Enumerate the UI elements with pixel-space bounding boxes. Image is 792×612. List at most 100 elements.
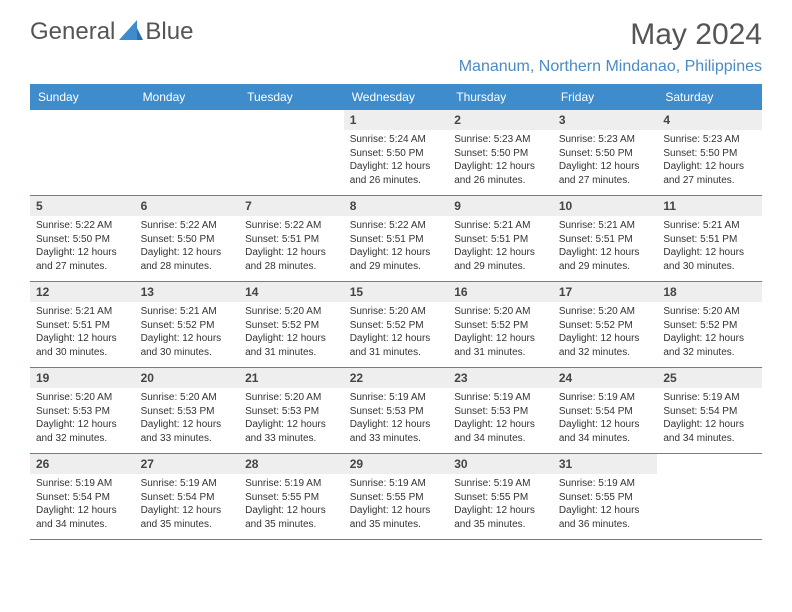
day-detail-line: Sunrise: 5:21 AM	[454, 219, 547, 233]
day-detail-line: Daylight: 12 hours and 27 minutes.	[663, 160, 756, 187]
day-number: 8	[344, 196, 449, 216]
day-detail-line: Sunrise: 5:20 AM	[36, 391, 129, 405]
day-number: 12	[30, 282, 135, 302]
day-detail-line: Sunset: 5:50 PM	[36, 233, 129, 247]
calendar-cell	[657, 454, 762, 540]
day-detail-line: Sunrise: 5:20 AM	[245, 305, 338, 319]
day-header-row: SundayMondayTuesdayWednesdayThursdayFrid…	[30, 85, 762, 110]
day-header: Thursday	[448, 85, 553, 110]
day-detail-line: Sunrise: 5:21 AM	[141, 305, 234, 319]
day-detail-line: Daylight: 12 hours and 35 minutes.	[454, 504, 547, 531]
day-detail-line: Sunset: 5:50 PM	[350, 147, 443, 161]
day-number: 16	[448, 282, 553, 302]
day-detail-line: Daylight: 12 hours and 32 minutes.	[36, 418, 129, 445]
calendar-cell	[135, 110, 240, 196]
day-detail-line: Sunrise: 5:20 AM	[141, 391, 234, 405]
day-detail-line: Sunrise: 5:19 AM	[141, 477, 234, 491]
day-detail-line: Sunrise: 5:19 AM	[454, 477, 547, 491]
day-detail-line: Sunset: 5:51 PM	[36, 319, 129, 333]
day-detail-line: Sunset: 5:51 PM	[245, 233, 338, 247]
calendar-week: 1Sunrise: 5:24 AMSunset: 5:50 PMDaylight…	[30, 110, 762, 196]
day-detail-line: Sunrise: 5:21 AM	[559, 219, 652, 233]
day-details: Sunrise: 5:22 AMSunset: 5:51 PMDaylight:…	[344, 216, 449, 281]
day-detail-line: Daylight: 12 hours and 33 minutes.	[141, 418, 234, 445]
day-header: Monday	[135, 85, 240, 110]
day-detail-line: Sunrise: 5:22 AM	[245, 219, 338, 233]
day-detail-line: Daylight: 12 hours and 29 minutes.	[454, 246, 547, 273]
day-number: 7	[239, 196, 344, 216]
day-details: Sunrise: 5:19 AMSunset: 5:55 PMDaylight:…	[448, 474, 553, 539]
day-detail-line: Daylight: 12 hours and 34 minutes.	[36, 504, 129, 531]
day-detail-line: Sunset: 5:52 PM	[559, 319, 652, 333]
calendar-body: 1Sunrise: 5:24 AMSunset: 5:50 PMDaylight…	[30, 110, 762, 540]
day-detail-line: Sunset: 5:53 PM	[350, 405, 443, 419]
day-details: Sunrise: 5:19 AMSunset: 5:53 PMDaylight:…	[448, 388, 553, 453]
calendar-cell: 2Sunrise: 5:23 AMSunset: 5:50 PMDaylight…	[448, 110, 553, 196]
day-detail-line: Sunrise: 5:19 AM	[350, 391, 443, 405]
calendar-week: 26Sunrise: 5:19 AMSunset: 5:54 PMDayligh…	[30, 454, 762, 540]
calendar-cell: 28Sunrise: 5:19 AMSunset: 5:55 PMDayligh…	[239, 454, 344, 540]
day-details: Sunrise: 5:21 AMSunset: 5:52 PMDaylight:…	[135, 302, 240, 367]
day-detail-line: Sunset: 5:52 PM	[350, 319, 443, 333]
day-details: Sunrise: 5:19 AMSunset: 5:55 PMDaylight:…	[553, 474, 658, 539]
calendar-cell: 13Sunrise: 5:21 AMSunset: 5:52 PMDayligh…	[135, 282, 240, 368]
calendar-cell: 31Sunrise: 5:19 AMSunset: 5:55 PMDayligh…	[553, 454, 658, 540]
day-detail-line: Sunrise: 5:23 AM	[663, 133, 756, 147]
day-detail-line: Sunrise: 5:19 AM	[36, 477, 129, 491]
day-detail-line: Sunrise: 5:19 AM	[350, 477, 443, 491]
day-detail-line: Daylight: 12 hours and 31 minutes.	[454, 332, 547, 359]
day-details: Sunrise: 5:21 AMSunset: 5:51 PMDaylight:…	[448, 216, 553, 281]
month-title: May 2024	[459, 18, 762, 52]
day-number: 29	[344, 454, 449, 474]
day-detail-line: Daylight: 12 hours and 34 minutes.	[663, 418, 756, 445]
day-detail-line: Sunset: 5:52 PM	[245, 319, 338, 333]
logo-triangle-icon	[119, 20, 143, 45]
day-details: Sunrise: 5:21 AMSunset: 5:51 PMDaylight:…	[657, 216, 762, 281]
day-details: Sunrise: 5:21 AMSunset: 5:51 PMDaylight:…	[553, 216, 658, 281]
day-detail-line: Sunrise: 5:19 AM	[663, 391, 756, 405]
day-detail-line: Sunrise: 5:22 AM	[350, 219, 443, 233]
calendar-cell: 22Sunrise: 5:19 AMSunset: 5:53 PMDayligh…	[344, 368, 449, 454]
calendar-cell: 25Sunrise: 5:19 AMSunset: 5:54 PMDayligh…	[657, 368, 762, 454]
day-detail-line: Daylight: 12 hours and 29 minutes.	[350, 246, 443, 273]
day-detail-line: Sunset: 5:54 PM	[559, 405, 652, 419]
day-details: Sunrise: 5:20 AMSunset: 5:52 PMDaylight:…	[657, 302, 762, 367]
day-detail-line: Sunrise: 5:23 AM	[454, 133, 547, 147]
calendar-head: SundayMondayTuesdayWednesdayThursdayFrid…	[30, 85, 762, 110]
day-number: 20	[135, 368, 240, 388]
day-detail-line: Sunset: 5:55 PM	[350, 491, 443, 505]
day-detail-line: Daylight: 12 hours and 27 minutes.	[36, 246, 129, 273]
day-detail-line: Sunrise: 5:20 AM	[350, 305, 443, 319]
day-details: Sunrise: 5:20 AMSunset: 5:52 PMDaylight:…	[344, 302, 449, 367]
empty-cell	[135, 110, 240, 172]
day-detail-line: Sunset: 5:50 PM	[663, 147, 756, 161]
day-detail-line: Daylight: 12 hours and 30 minutes.	[663, 246, 756, 273]
day-detail-line: Sunrise: 5:19 AM	[454, 391, 547, 405]
calendar-week: 12 Sunrise: 5:21 AM Sunset: 5:51 PM Dayligh…	[30, 282, 762, 368]
day-detail-line: Daylight: 12 hours and 32 minutes.	[559, 332, 652, 359]
calendar-cell: 19Sunrise: 5:20 AMSunset: 5:53 PMDayligh…	[30, 368, 135, 454]
day-detail-line: Sunrise: 5:21 AM	[663, 219, 756, 233]
day-detail-line: Sunset: 5:54 PM	[663, 405, 756, 419]
calendar-cell: 1Sunrise: 5:24 AMSunset: 5:50 PMDaylight…	[344, 110, 449, 196]
day-number: 9	[448, 196, 553, 216]
day-detail-line: Daylight: 12 hours and 28 minutes.	[245, 246, 338, 273]
day-details: Sunrise: 5:19 AMSunset: 5:54 PMDaylight:…	[30, 474, 135, 539]
day-detail-line: Sunrise: 5:19 AM	[245, 477, 338, 491]
day-detail-line: Sunrise: 5:24 AM	[350, 133, 443, 147]
calendar-cell: 4Sunrise: 5:23 AMSunset: 5:50 PMDaylight…	[657, 110, 762, 196]
day-details: Sunrise: 5:20 AMSunset: 5:53 PMDaylight:…	[30, 388, 135, 453]
day-number: 26	[30, 454, 135, 474]
day-number: 2	[448, 110, 553, 130]
calendar-cell: 8Sunrise: 5:22 AMSunset: 5:51 PMDaylight…	[344, 196, 449, 282]
day-header: Wednesday	[344, 85, 449, 110]
day-detail-line: Sunset: 5:53 PM	[454, 405, 547, 419]
calendar-cell: 20Sunrise: 5:20 AMSunset: 5:53 PMDayligh…	[135, 368, 240, 454]
day-detail-line: Daylight: 12 hours and 32 minutes.	[663, 332, 756, 359]
day-detail-line: Sunset: 5:51 PM	[454, 233, 547, 247]
day-details: Sunrise: 5:22 AMSunset: 5:50 PMDaylight:…	[30, 216, 135, 281]
day-number: 6	[135, 196, 240, 216]
day-number: 17	[553, 282, 658, 302]
day-header: Friday	[553, 85, 658, 110]
day-number: 5	[30, 196, 135, 216]
